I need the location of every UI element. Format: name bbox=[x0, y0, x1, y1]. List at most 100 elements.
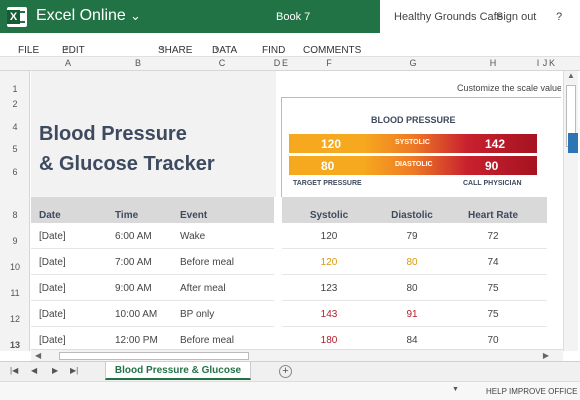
cell-heart-rate[interactable]: 70 bbox=[487, 335, 499, 346]
last-sheet-icon[interactable]: ▶| bbox=[70, 366, 79, 375]
scroll-right-icon[interactable]: ▶ bbox=[542, 351, 549, 360]
cell-heart-rate[interactable]: 75 bbox=[487, 283, 499, 294]
row-header[interactable]: 11 bbox=[10, 288, 20, 298]
status-bar: ▼ HELP IMPROVE OFFICE bbox=[0, 381, 580, 400]
cell-time[interactable]: 12:00 PM bbox=[115, 335, 158, 346]
cell-event[interactable]: Before meal bbox=[180, 257, 234, 268]
workbook-name[interactable]: Book 7 bbox=[276, 11, 311, 23]
column-header[interactable]: K bbox=[548, 58, 555, 68]
cell-date[interactable]: [Date] bbox=[39, 335, 66, 346]
cell-date[interactable]: [Date] bbox=[39, 257, 66, 268]
column-header[interactable]: G bbox=[409, 58, 417, 68]
cell-systolic[interactable]: 123 bbox=[320, 283, 338, 294]
row-header[interactable]: 6 bbox=[12, 167, 18, 177]
table-row[interactable]: [Date] 6:00 AM Wake 120 79 72 bbox=[31, 223, 561, 249]
scroll-left-icon[interactable]: ◀ bbox=[35, 351, 42, 360]
cell-diastolic[interactable]: 84 bbox=[406, 335, 418, 346]
app-title[interactable]: Excel Online bbox=[36, 7, 126, 24]
header-event[interactable]: Event bbox=[180, 210, 208, 221]
cell-event[interactable]: After meal bbox=[180, 283, 226, 294]
title-band bbox=[31, 71, 276, 197]
column-header[interactable]: A bbox=[64, 58, 71, 68]
first-sheet-icon[interactable]: |◀ bbox=[10, 366, 19, 375]
row-header[interactable]: 1 bbox=[12, 84, 18, 94]
header-diastolic[interactable]: Diastolic bbox=[391, 210, 433, 221]
cell-event[interactable]: Wake bbox=[180, 231, 206, 242]
systolic-scale-bar: 120 SYSTOLIC 142 bbox=[289, 134, 537, 153]
row-header[interactable]: 2 bbox=[12, 99, 18, 109]
cell-event[interactable]: BP only bbox=[180, 309, 215, 320]
systolic-target-value[interactable]: 120 bbox=[321, 137, 342, 151]
scroll-position-marker bbox=[568, 133, 578, 153]
account-name: Healthy Grounds Cafe bbox=[394, 11, 503, 23]
tab-blood-pressure-glucose[interactable]: Blood Pressure & Glucose bbox=[105, 362, 251, 380]
diastolic-call-value[interactable]: 90 bbox=[485, 159, 499, 173]
help-improve-office-link[interactable]: HELP IMPROVE OFFICE bbox=[486, 387, 578, 396]
cell-date[interactable]: [Date] bbox=[39, 231, 66, 242]
horizontal-scroll-thumb[interactable] bbox=[59, 352, 249, 360]
cell-systolic[interactable]: 120 bbox=[320, 231, 338, 242]
header-date[interactable]: Date bbox=[39, 210, 61, 221]
header-systolic[interactable]: Systolic bbox=[309, 210, 349, 221]
cell-date[interactable]: [Date] bbox=[39, 283, 66, 294]
cell-heart-rate[interactable]: 72 bbox=[487, 231, 499, 242]
column-header[interactable]: I bbox=[536, 58, 540, 68]
header-time[interactable]: Time bbox=[115, 210, 139, 221]
header-heart-rate[interactable]: Heart Rate bbox=[467, 210, 519, 221]
help-button[interactable]: ? bbox=[556, 11, 563, 23]
customize-note: Customize the scale values bbox=[457, 83, 561, 93]
diastolic-target-value[interactable]: 80 bbox=[321, 159, 335, 173]
row-header[interactable]: 5 bbox=[12, 144, 18, 154]
cell-heart-rate[interactable]: 75 bbox=[487, 309, 499, 320]
row-header[interactable]: 10 bbox=[9, 262, 20, 272]
cell-heart-rate[interactable]: 74 bbox=[487, 257, 499, 268]
cell-diastolic[interactable]: 80 bbox=[406, 257, 418, 268]
prev-sheet-icon[interactable]: ◀ bbox=[31, 366, 38, 375]
column-header[interactable]: D bbox=[273, 58, 281, 68]
scroll-up-icon[interactable]: ▲ bbox=[567, 71, 575, 80]
app-chevron-icon[interactable]: ⌄ bbox=[130, 8, 141, 23]
cell-time[interactable]: 6:00 AM bbox=[115, 231, 152, 242]
column-header[interactable]: C bbox=[218, 58, 226, 68]
cell-systolic[interactable]: 143 bbox=[320, 309, 338, 320]
row-headers: 1 2 4 5 6 8 9 10 11 12 13 bbox=[0, 71, 30, 351]
table-row[interactable]: [Date] 7:00 AM Before meal 120 80 74 bbox=[31, 249, 561, 275]
next-sheet-icon[interactable]: ▶ bbox=[52, 366, 59, 375]
add-sheet-icon[interactable]: + bbox=[279, 365, 292, 378]
cell-diastolic[interactable]: 80 bbox=[406, 283, 418, 294]
table-row[interactable]: [Date] 10:00 AM BP only 143 91 75 bbox=[31, 301, 561, 327]
column-header[interactable]: F bbox=[326, 58, 332, 68]
vertical-scrollbar[interactable]: ▲ bbox=[563, 71, 578, 351]
cell-time[interactable]: 7:00 AM bbox=[115, 257, 152, 268]
table-row[interactable]: [Date] 12:00 PM Before meal 180 84 70 bbox=[31, 327, 561, 349]
row-header[interactable]: 13 bbox=[9, 340, 20, 350]
cell-time[interactable]: 9:00 AM bbox=[115, 283, 152, 294]
column-headers: A B C D E F G H I J K bbox=[0, 57, 580, 71]
cell-date[interactable]: [Date] bbox=[39, 309, 66, 320]
horizontal-scrollbar[interactable]: ◀ ▶ bbox=[31, 349, 563, 361]
row-header[interactable]: 12 bbox=[9, 314, 20, 324]
worksheet-grid[interactable]: Blood Pressure & Glucose Tracker Customi… bbox=[31, 71, 561, 349]
row-header[interactable]: 4 bbox=[12, 122, 18, 132]
table-header-right bbox=[282, 197, 547, 223]
cell-diastolic[interactable]: 79 bbox=[406, 231, 418, 242]
excel-logo-icon[interactable]: X bbox=[7, 7, 27, 27]
column-header[interactable]: J bbox=[542, 58, 548, 68]
cell-systolic[interactable]: 120 bbox=[320, 257, 338, 268]
table-row[interactable]: [Date] 9:00 AM After meal 123 80 75 bbox=[31, 275, 561, 301]
cell-time[interactable]: 10:00 AM bbox=[115, 309, 158, 320]
systolic-call-value[interactable]: 142 bbox=[485, 137, 506, 151]
menu-bar: FILE EDIT WORKBOOK▾ SHARE▾ DATA▾ FIND CO… bbox=[0, 33, 580, 67]
caret-down-icon[interactable]: ▼ bbox=[452, 386, 459, 393]
row-header[interactable]: 9 bbox=[12, 236, 18, 246]
cell-systolic[interactable]: 180 bbox=[320, 335, 338, 346]
cell-event[interactable]: Before meal bbox=[180, 335, 234, 346]
caret-down-icon: ▾ bbox=[215, 46, 219, 53]
column-header[interactable]: H bbox=[489, 58, 497, 68]
target-pressure-label: TARGET PRESSURE bbox=[293, 180, 362, 187]
sign-out-link[interactable]: Sign out bbox=[496, 11, 537, 23]
column-header[interactable]: E bbox=[281, 58, 288, 68]
cell-diastolic[interactable]: 91 bbox=[406, 309, 418, 320]
row-header[interactable]: 8 bbox=[12, 210, 18, 220]
column-header[interactable]: B bbox=[134, 58, 141, 68]
